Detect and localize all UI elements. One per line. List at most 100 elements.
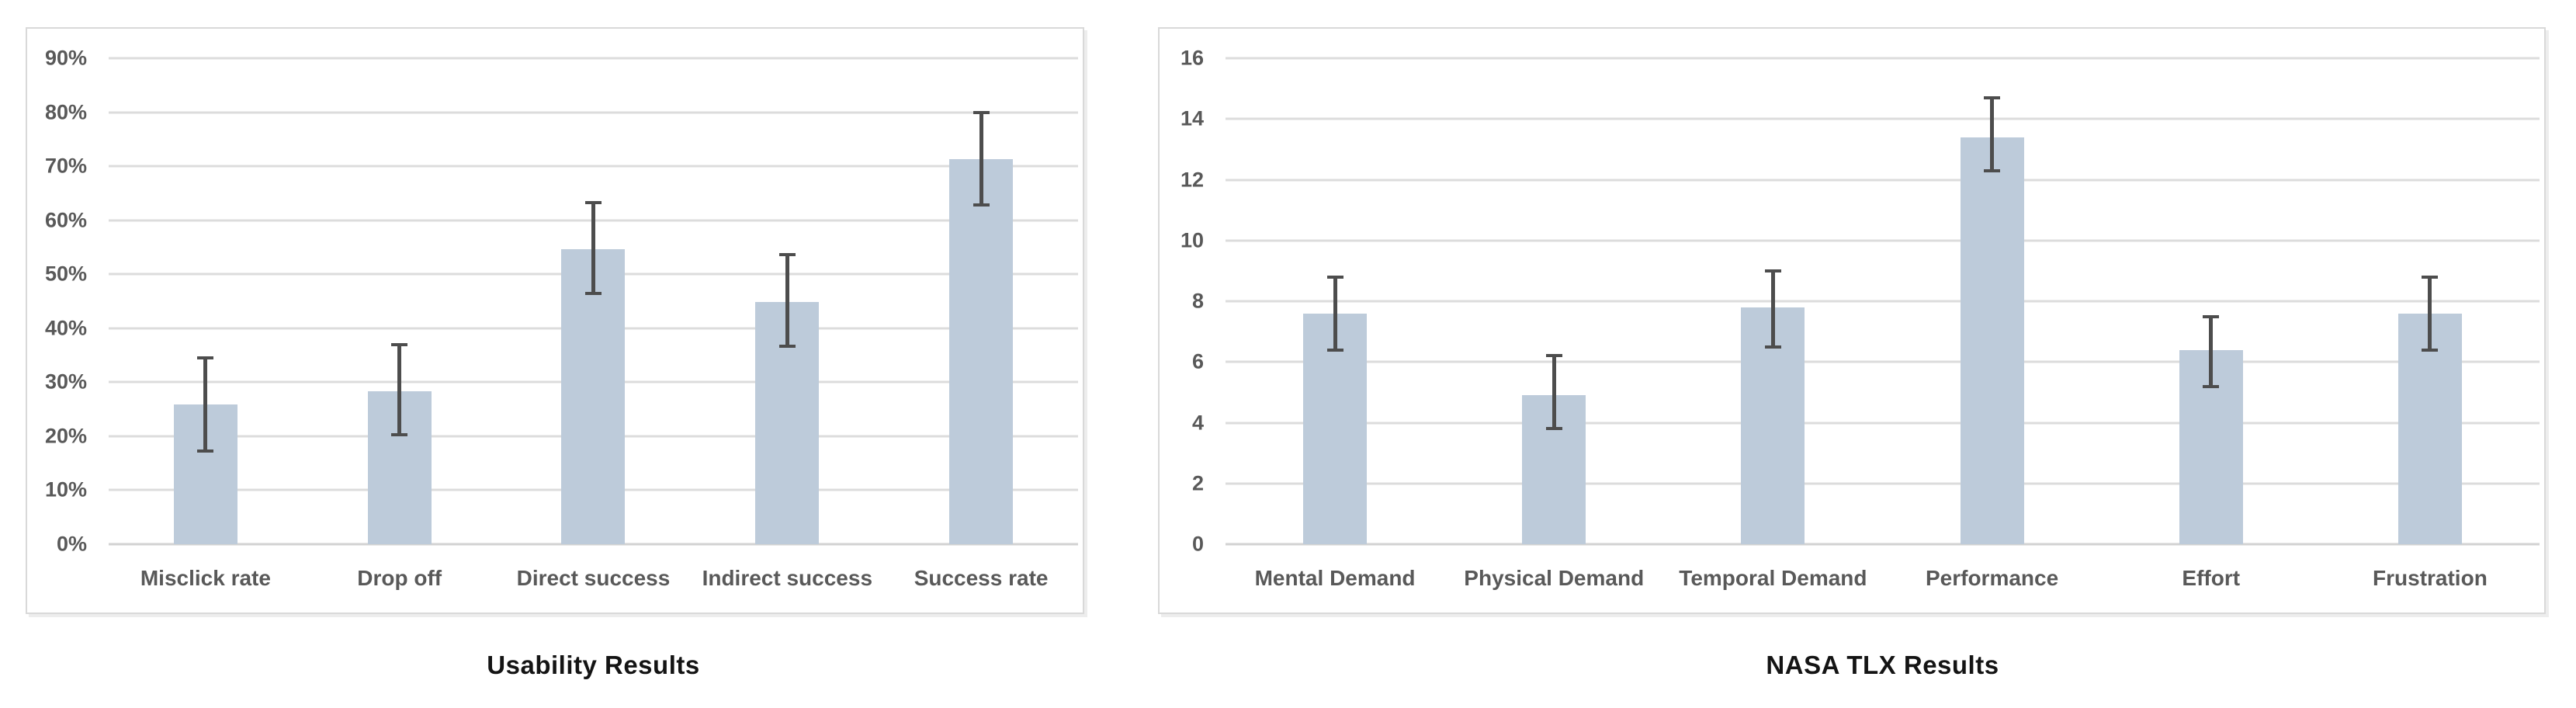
- category-label: Misclick rate: [140, 566, 271, 590]
- bar-slot: [2102, 58, 2321, 544]
- gridline: [1226, 300, 2540, 303]
- usability-chart: 0% 10% 20% 30% 40% 50% 60% 70% 80% 90% Misclick r…: [26, 27, 1084, 679]
- error-bar-line: [1333, 276, 1337, 350]
- error-bar-cap-top: [391, 342, 408, 346]
- category-label: Success rate: [914, 566, 1049, 590]
- bar: [1303, 313, 1368, 544]
- category-label: Effort: [2182, 566, 2241, 590]
- error-bar-cap-bottom: [1545, 427, 1562, 431]
- y-axis-tick-label: 0%: [56, 532, 87, 556]
- error-bar-cap-top: [1545, 354, 1562, 358]
- error-bar-cap-top: [1984, 95, 2001, 99]
- category-label: Temporal Demand: [1679, 566, 1867, 590]
- y-axis-tick-label: 80%: [44, 100, 87, 124]
- y-axis-tick-label: 20%: [44, 424, 87, 448]
- error-bar-line: [2209, 316, 2214, 387]
- gridline: [1226, 179, 2540, 181]
- error-bar-cap-bottom: [2422, 348, 2439, 352]
- y-axis-tick-label: 30%: [44, 370, 87, 394]
- y-axis-tick-label: 4: [1191, 411, 1204, 434]
- error-bar-cap-bottom: [1984, 168, 2001, 172]
- error-bar-line: [591, 202, 595, 294]
- bar-slot: [1663, 58, 1882, 544]
- error-bar-line: [979, 113, 983, 205]
- error-bar-cap-top: [197, 356, 214, 360]
- error-bar-cap-top: [1764, 269, 1781, 272]
- error-bar-cap-bottom: [584, 292, 602, 296]
- error-bar-line: [1990, 97, 1995, 171]
- gridline: [1226, 482, 2540, 485]
- error-bar-line: [1770, 270, 1775, 347]
- nasa-tlx-chart: 0 2 4 6 8 10 12 14 16 Mental Demand Physical Dema…: [1158, 27, 2546, 679]
- error-bar-cap-top: [2422, 275, 2439, 279]
- error-bar-line: [203, 358, 208, 451]
- bar-slot: [109, 58, 303, 544]
- gridline: [109, 111, 1078, 114]
- gridline: [1226, 422, 2540, 424]
- category-label: Mental Demand: [1254, 566, 1416, 590]
- gridline: [1226, 360, 2540, 363]
- usability-chart-area: 0% 10% 20% 30% 40% 50% 60% 70% 80% 90% Misclick r…: [26, 27, 1084, 614]
- bar-slot: [1226, 58, 1444, 544]
- error-bar-cap-top: [973, 111, 990, 115]
- category-label: Direct success: [516, 566, 671, 590]
- bar: [1960, 137, 2024, 544]
- x-axis-line: [109, 543, 1078, 546]
- category-label: Physical Demand: [1464, 566, 1645, 590]
- error-bar-line: [1551, 356, 1556, 429]
- usability-x-axis: Misclick rate Drop off Direct success Indir…: [109, 561, 1078, 595]
- bar-slot: [1883, 58, 2102, 544]
- usability-plot-area: [109, 57, 1078, 546]
- category-label: Performance: [1925, 566, 2059, 590]
- gridline: [1226, 57, 2540, 60]
- y-axis-tick-label: 8: [1191, 289, 1204, 313]
- error-bar-cap-top: [778, 252, 796, 256]
- error-bar-line: [2428, 276, 2432, 350]
- error-bar-cap-top: [2203, 314, 2220, 318]
- gridline: [109, 165, 1078, 168]
- y-axis-tick-label: 2: [1191, 471, 1204, 495]
- y-axis-tick-label: 12: [1180, 168, 1204, 191]
- y-axis-tick-label: 70%: [44, 154, 87, 178]
- error-bar-line: [397, 344, 402, 435]
- error-bar-cap-bottom: [1326, 348, 1343, 352]
- bar-slot: [303, 58, 497, 544]
- bar-slot: [2321, 58, 2540, 544]
- nasa-tlx-chart-title: NASA TLX Results: [1766, 651, 1999, 679]
- nasa-tlx-x-axis: Mental Demand Physical Demand Temporal Dem…: [1226, 561, 2540, 595]
- error-bar-cap-bottom: [778, 345, 796, 349]
- category-label: Frustration: [2373, 566, 2488, 590]
- bar: [949, 159, 1014, 544]
- bar-slot: [497, 58, 691, 544]
- gridline: [109, 57, 1078, 60]
- bar: [2397, 313, 2462, 544]
- usability-y-axis: 0% 10% 20% 30% 40% 50% 60% 70% 80% 90%: [27, 47, 109, 554]
- error-bar-cap-bottom: [197, 449, 214, 453]
- y-axis-tick-label: 90%: [44, 46, 87, 70]
- bar: [561, 249, 626, 544]
- x-axis-line: [1226, 543, 2540, 546]
- y-axis-tick-label: 60%: [44, 208, 87, 232]
- bar-slot: [884, 58, 1078, 544]
- category-label: Indirect success: [702, 566, 873, 590]
- y-axis-tick-label: 16: [1180, 46, 1204, 70]
- error-bar-cap-bottom: [1764, 345, 1781, 349]
- error-bar-line: [785, 254, 789, 347]
- gridline: [1226, 117, 2540, 120]
- y-axis-tick-label: 10%: [44, 477, 87, 502]
- error-bar-cap-bottom: [2203, 384, 2220, 388]
- bar-slot: [690, 58, 884, 544]
- error-bar-cap-bottom: [391, 432, 408, 436]
- error-bar-cap-top: [584, 200, 602, 204]
- y-axis-tick-label: 10: [1180, 228, 1204, 252]
- bar-slot: [1444, 58, 1663, 544]
- gridline: [1226, 239, 2540, 242]
- error-bar-cap-top: [1326, 275, 1343, 279]
- y-axis-tick-label: 50%: [44, 262, 87, 286]
- nasa-tlx-plot-area: [1226, 57, 2540, 546]
- category-label: Drop off: [357, 566, 442, 590]
- y-axis-tick-label: 6: [1191, 349, 1204, 373]
- y-axis-tick-label: 40%: [44, 316, 87, 340]
- usability-chart-title: Usability Results: [487, 651, 700, 679]
